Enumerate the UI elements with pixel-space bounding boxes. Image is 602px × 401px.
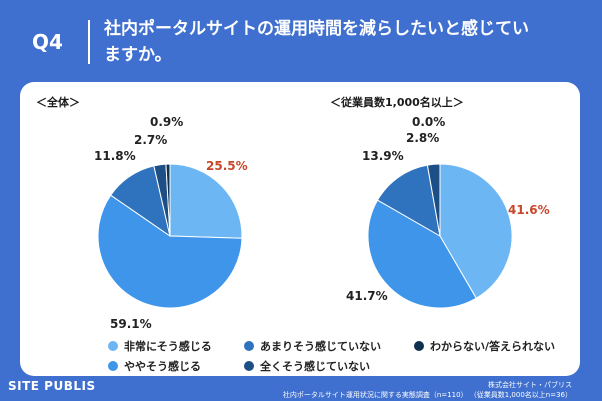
legend-item-not-at-all: 全くそう感じていない (244, 358, 370, 374)
question-title: 社内ポータルサイトの運用時間を減らしたいと感じていますか。 (104, 19, 529, 65)
data-label-not-at-all: 2.8% (406, 131, 439, 145)
legend-swatch-icon (414, 341, 424, 351)
data-label-very-much: 25.5% (206, 159, 248, 173)
pie-slice-somewhat (367, 199, 477, 309)
pie-slice-very-much (169, 163, 243, 239)
legend-swatch-icon (244, 341, 254, 351)
header-divider (88, 20, 90, 64)
question-number: Q4 (32, 30, 63, 54)
footnote-survey: 社内ポータルサイト運用状況に関する実態調査（n=110） （従業員数1,000名… (282, 391, 572, 399)
header: Q4 社内ポータルサイトの運用時間を減らしたいと感じていますか。 (0, 0, 602, 82)
legend-item-dont-know: わからない/答えられない (414, 338, 555, 354)
legend-item-very-much: 非常にそう感じる (108, 338, 212, 354)
legend-swatch-icon (108, 341, 118, 351)
legend-swatch-icon (108, 361, 118, 371)
data-label-dont-know: 0.0% (412, 115, 445, 129)
pie-slice-not-much (376, 164, 441, 237)
brand-logo: SITE PUBLIS (8, 379, 96, 393)
data-label-very-much: 41.6% (508, 203, 550, 217)
data-label-not-much: 13.9% (362, 149, 404, 163)
legend: 非常にそう感じる ややそう感じる あまりそう感じていない 全くそう感じていない … (108, 338, 578, 378)
data-label-not-at-all: 2.7% (134, 133, 167, 147)
legend-swatch-icon (244, 361, 254, 371)
data-label-somewhat: 59.1% (110, 317, 152, 331)
pie-title-overall: ＜全体＞ (36, 96, 80, 109)
data-label-dont-know: 0.9% (150, 115, 183, 129)
pie-slice-very-much (439, 163, 513, 299)
footnote-company: 株式会社サイト・パブリス (488, 381, 572, 389)
legend-item-somewhat: ややそう感じる (108, 358, 201, 374)
pie-slice-not-at-all (426, 163, 441, 237)
pie-title-large-companies: ＜従業員数1,000名以上＞ (330, 96, 464, 109)
data-label-somewhat: 41.7% (346, 289, 388, 303)
data-label-not-much: 11.8% (94, 149, 136, 163)
pie-slice-somewhat (97, 194, 243, 309)
legend-item-not-much: あまりそう感じていない (244, 338, 381, 354)
pie-slice-dont-know (165, 163, 171, 237)
footnote: 株式会社サイト・パブリス 社内ポータルサイト運用状況に関する実態調査（n=110… (283, 380, 572, 400)
